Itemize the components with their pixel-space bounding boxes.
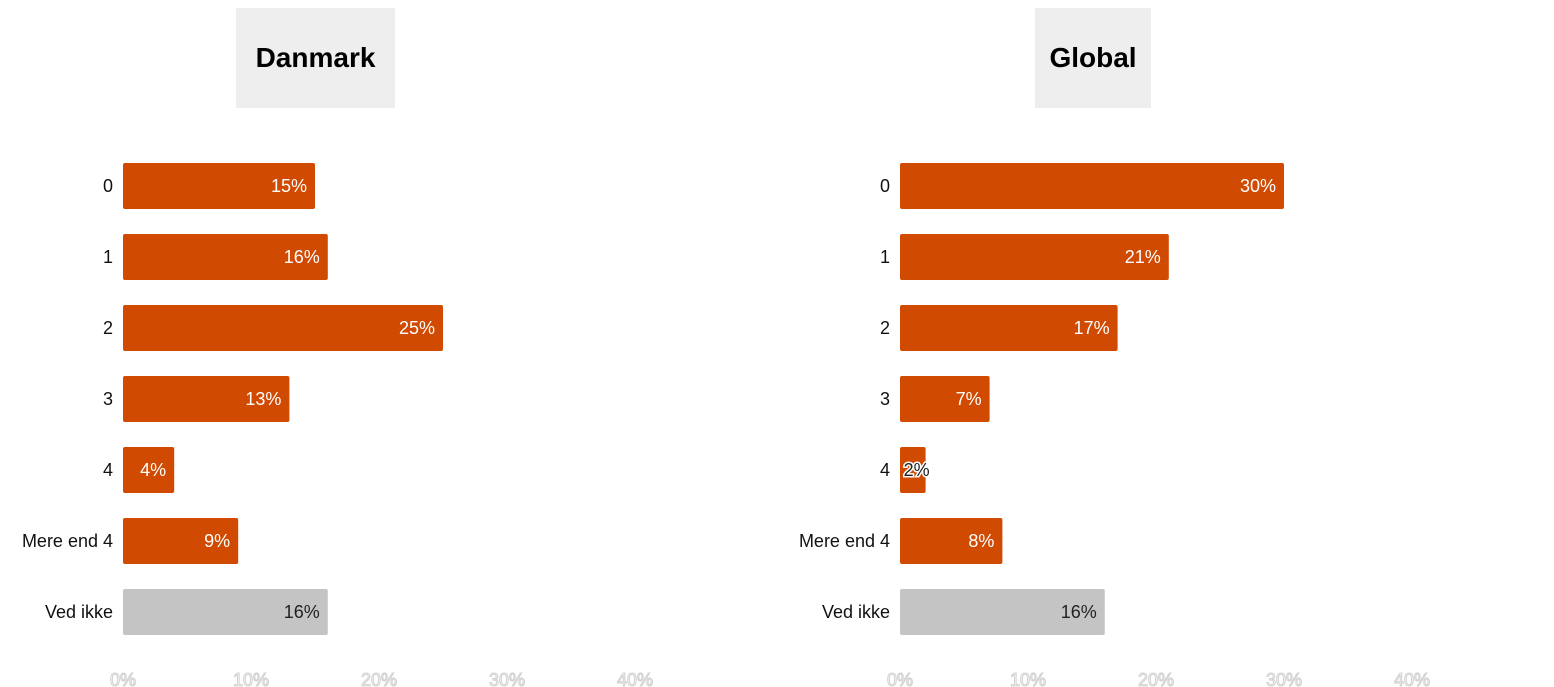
bar (900, 305, 1118, 351)
data-label: 9% (204, 531, 230, 551)
category-label: 2 (103, 318, 113, 338)
bar (123, 589, 328, 635)
bar (123, 447, 175, 493)
bar (123, 163, 315, 209)
bar (123, 376, 290, 422)
x-tick-label: 0% (887, 670, 913, 687)
x-tick-label: 10% (233, 670, 269, 687)
data-label: 8% (968, 531, 994, 551)
bar (123, 518, 239, 564)
data-label: 16% (1061, 602, 1097, 622)
bar-chart-global: 0 30% 1 21% 2 17% 3 7% 4 2% Mere end 4 8% Ved ikke 16… (799, 163, 1431, 687)
data-label: 4% (140, 460, 166, 480)
category-label: Mere end 4 (799, 531, 890, 551)
chart-global: Global 0 30% 1 21% 2 17% 3 7% 4 2% Mere end 4 8% Ved… (777, 0, 1554, 687)
data-label: 17% (1074, 318, 1110, 338)
bar (900, 376, 990, 422)
bar (123, 234, 328, 280)
category-label: 4 (880, 460, 890, 480)
category-label: 1 (103, 247, 113, 267)
category-label: 0 (103, 176, 113, 196)
chart-danmark: Danmark 0 15% 1 16% 2 25% 3 13% 4 4% Mere end 4 9% V… (22, 8, 654, 687)
x-tick-label: 40% (617, 670, 653, 687)
bar (900, 234, 1169, 280)
bar (900, 589, 1105, 635)
data-label: 16% (284, 602, 320, 622)
data-label: 7% (956, 389, 982, 409)
data-label: 25% (399, 318, 435, 338)
bar (900, 163, 1284, 209)
x-tick-label: 0% (110, 670, 136, 687)
category-label: 2 (880, 318, 890, 338)
x-tick-label: 10% (1010, 670, 1046, 687)
data-label: 16% (284, 247, 320, 267)
x-tick-label: 20% (361, 670, 397, 687)
category-label: 3 (103, 389, 113, 409)
chart-title: Global (1035, 8, 1151, 108)
data-label: 21% (1125, 247, 1161, 267)
category-label: Mere end 4 (22, 531, 113, 551)
category-label: Ved ikke (45, 602, 113, 622)
bar (900, 518, 1003, 564)
x-tick-label: 30% (1266, 670, 1302, 687)
x-tick-label: 40% (1394, 670, 1430, 687)
category-label: 4 (103, 460, 113, 480)
data-label: 30% (1240, 176, 1276, 196)
category-label: Ved ikke (822, 602, 890, 622)
bar-chart-danmark: 0 15% 1 16% 2 25% 3 13% 4 4% Mere end 4 9% Ved ikke 1… (22, 163, 654, 687)
x-tick-label: 20% (1138, 670, 1174, 687)
x-tick-label: 30% (489, 670, 525, 687)
data-label: 15% (271, 176, 307, 196)
category-label: 1 (880, 247, 890, 267)
chart-title: Danmark (236, 8, 395, 108)
data-label: 2% (904, 460, 930, 480)
bar (900, 447, 926, 493)
data-label: 13% (245, 389, 281, 409)
category-label: 3 (880, 389, 890, 409)
bar (123, 305, 443, 351)
category-label: 0 (880, 176, 890, 196)
